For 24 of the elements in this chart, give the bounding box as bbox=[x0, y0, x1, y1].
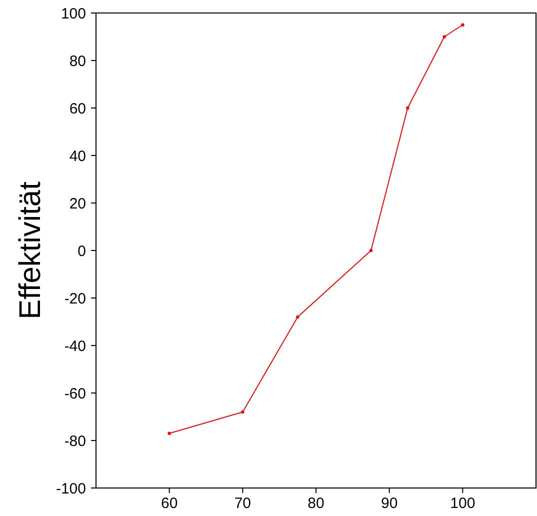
y-tick-label: -40 bbox=[64, 338, 86, 355]
y-tick-label: 40 bbox=[69, 148, 86, 165]
point bbox=[369, 248, 373, 252]
x-tick-label: 80 bbox=[308, 495, 324, 512]
y-axis-title: Effektivität bbox=[14, 180, 47, 320]
point bbox=[442, 35, 446, 38]
y-tick-label: -100 bbox=[56, 480, 86, 498]
y-tick-label: -80 bbox=[64, 432, 86, 450]
x-tick-label: 100 bbox=[450, 495, 476, 512]
point bbox=[296, 315, 300, 319]
y-tick-label: -20 bbox=[64, 290, 86, 308]
y-tick-label: 20 bbox=[69, 195, 86, 212]
point bbox=[406, 106, 410, 110]
point bbox=[461, 23, 464, 26]
y-tick-label: 80 bbox=[69, 52, 86, 70]
x-tick-label: 90 bbox=[380, 495, 398, 512]
x-tick-label: 70 bbox=[234, 495, 252, 512]
point bbox=[168, 432, 171, 435]
y-tick-label: 100 bbox=[60, 5, 86, 22]
y-tick-label: -60 bbox=[64, 385, 86, 402]
x-tick-label: 60 bbox=[160, 495, 178, 512]
y-tick-label: 0 bbox=[78, 242, 86, 260]
point bbox=[241, 410, 244, 414]
y-tick-label: 60 bbox=[69, 100, 86, 118]
